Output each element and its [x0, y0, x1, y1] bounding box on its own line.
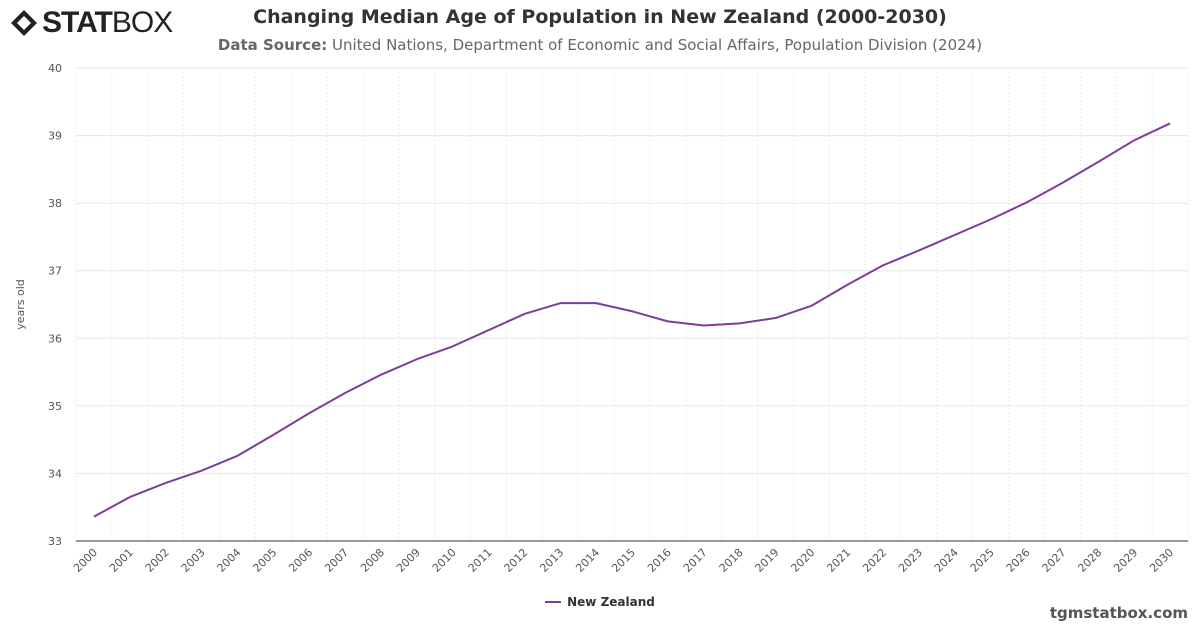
- x-tick-label: 2024: [932, 546, 961, 575]
- x-tick-label: 2028: [1075, 546, 1104, 575]
- chart-subtitle: Data Source: United Nations, Department …: [217, 36, 983, 54]
- x-tick-label: 2004: [215, 546, 244, 575]
- x-tick-label: 2026: [1004, 546, 1033, 575]
- x-tick-label: 2001: [107, 546, 136, 575]
- x-tick-label: 2002: [143, 546, 172, 575]
- y-tick-label: 38: [48, 197, 62, 210]
- x-tick-label: 2015: [609, 546, 638, 575]
- y-tick-label: 40: [48, 62, 62, 75]
- legend-line-swatch: [545, 601, 562, 603]
- x-tick-label: 2011: [466, 546, 495, 575]
- x-tick-label: 2025: [968, 546, 997, 575]
- series-line-new-zealand: [93, 122, 1171, 518]
- x-tick-label: 2018: [717, 546, 746, 575]
- y-tick-label: 35: [48, 400, 62, 413]
- legend-item-new-zealand[interactable]: New Zealand: [0, 595, 1200, 609]
- x-tick-label: 2027: [1040, 546, 1069, 575]
- x-tick-label: 2000: [71, 546, 100, 575]
- legend-label: New Zealand: [567, 595, 655, 609]
- x-tick-label: 2013: [537, 546, 566, 575]
- x-tick-label: 2030: [1147, 546, 1176, 575]
- x-tick-label: 2016: [645, 546, 674, 575]
- x-tick-label: 2023: [896, 546, 925, 575]
- x-tick-label: 2007: [322, 546, 351, 575]
- x-tick-label: 2021: [824, 546, 853, 575]
- x-tick-label: 2003: [179, 546, 208, 575]
- y-tick-label: 39: [48, 130, 62, 143]
- x-tick-label: 2017: [681, 546, 710, 575]
- logo-text: STATBOX: [42, 6, 173, 39]
- x-tick-label: 2014: [573, 546, 602, 575]
- x-tick-label: 2006: [286, 546, 315, 575]
- site-credit: tgmstatbox.com: [1049, 604, 1188, 622]
- y-tick-label: 36: [48, 332, 62, 345]
- x-tick-label: 2029: [1111, 546, 1140, 575]
- y-axis-title: years old: [14, 279, 27, 330]
- diamond-logo-icon: [11, 10, 37, 36]
- y-tick-label: 34: [48, 467, 62, 480]
- x-tick-label: 2009: [394, 546, 423, 575]
- x-tick-label: 2019: [753, 546, 782, 575]
- statbox-logo: STATBOX: [10, 6, 173, 40]
- x-tick-label: 2008: [358, 546, 387, 575]
- x-tick-label: 2020: [788, 546, 817, 575]
- y-tick-label: 33: [48, 535, 62, 548]
- x-tick-label: 2010: [430, 546, 459, 575]
- y-tick-label: 37: [48, 265, 62, 278]
- x-tick-label: 2005: [250, 546, 279, 575]
- x-tick-label: 2012: [502, 546, 531, 575]
- x-tick-label: 2022: [860, 546, 889, 575]
- chart-title: Changing Median Age of Population in New…: [253, 6, 947, 28]
